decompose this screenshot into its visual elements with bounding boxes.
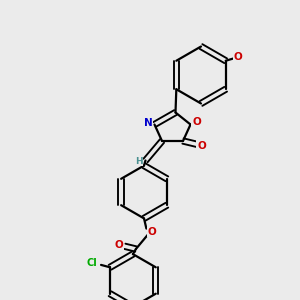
Text: H: H (135, 157, 143, 166)
Text: O: O (197, 141, 206, 151)
Text: O: O (234, 52, 243, 62)
Text: O: O (114, 240, 123, 250)
Text: O: O (192, 117, 201, 127)
Text: O: O (147, 226, 156, 237)
Text: Cl: Cl (87, 257, 98, 268)
Text: N: N (143, 118, 152, 128)
